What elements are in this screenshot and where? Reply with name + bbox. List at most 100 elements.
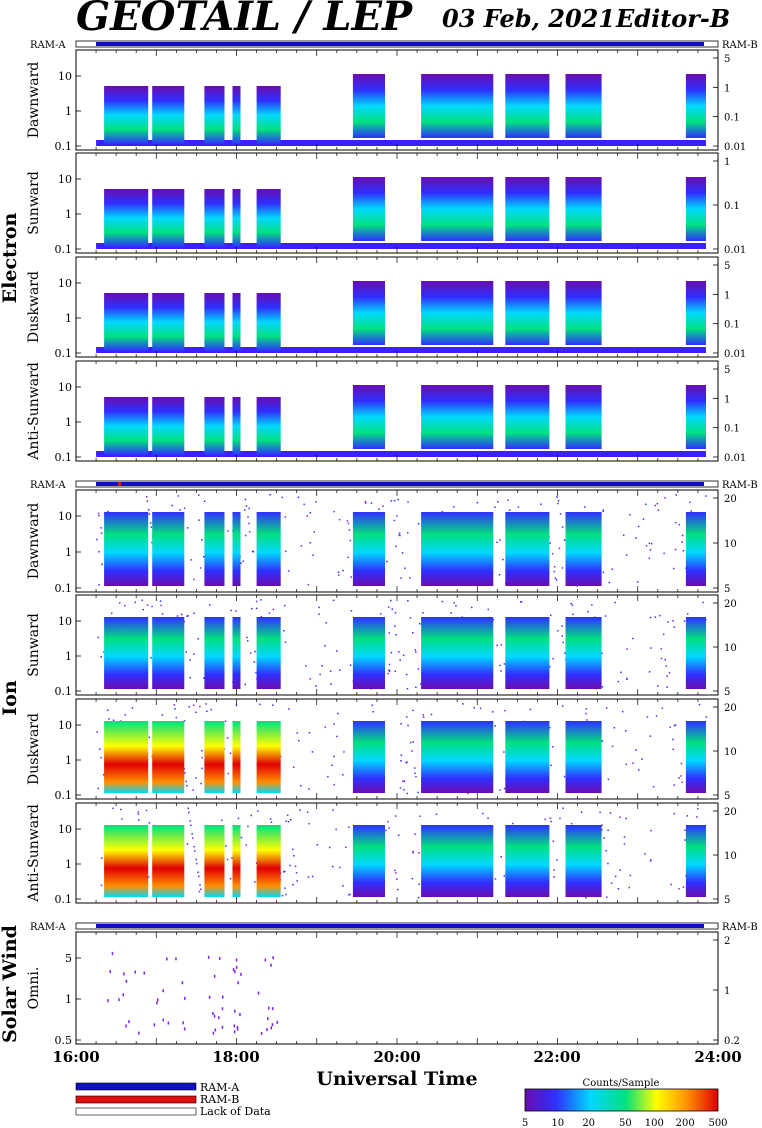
spectrogram-fill [540, 503, 542, 505]
spectrogram-fill [104, 721, 149, 793]
spectrogram-fill [632, 762, 634, 764]
spectrogram-fill [602, 509, 605, 511]
spectrogram-fill [473, 707, 475, 709]
spectrogram-fill [203, 556, 205, 558]
spectrogram-fill [550, 820, 552, 823]
spectrogram-fill [193, 612, 195, 614]
spectrogram-fill [104, 189, 149, 247]
spectrogram-fill [295, 872, 298, 874]
spectrogram-fill [641, 758, 643, 760]
spectrogram-fill [365, 502, 367, 504]
spectrogram-fill [613, 727, 616, 729]
spectrogram-fill [686, 613, 689, 615]
spectrogram-fill [185, 780, 187, 783]
spectrogram-fill [303, 503, 305, 506]
spectrogram-fill [549, 726, 551, 729]
spectrogram-fill [276, 1020, 278, 1024]
colorbar-tick-label: 10 [551, 1118, 564, 1128]
spectrogram-fill [503, 751, 505, 753]
spectrogram-fill [572, 613, 574, 616]
spectrogram-fill [218, 956, 221, 960]
spectrogram-fill [494, 506, 496, 508]
spectrogram-fill [504, 709, 506, 712]
spectrogram-fill [352, 721, 385, 793]
spectrogram-fill [400, 760, 402, 762]
spectrogram-fill [690, 510, 692, 512]
spectrogram-fill [685, 512, 706, 586]
spectrogram-fill [674, 724, 677, 726]
spectrogram-fill [622, 710, 624, 713]
spectrogram-fill [421, 385, 494, 449]
spectrogram-fill [255, 671, 257, 674]
spectrogram-fill [352, 177, 385, 241]
spectrogram-fill [232, 293, 241, 351]
spectrogram-fill [232, 512, 241, 586]
ram-a-label: RAM-A [30, 480, 66, 491]
spectrogram-fill [250, 814, 252, 817]
spectrogram-fill [176, 615, 179, 617]
y-tick-label: 5 [65, 952, 72, 965]
spectrogram-fill [638, 769, 640, 771]
spectrogram-fill [134, 601, 136, 604]
spectrogram-fill [503, 875, 505, 877]
spectrogram-fill [256, 86, 281, 144]
spectrogram-fill [609, 812, 612, 814]
spectrogram-fill [289, 864, 291, 867]
spectrogram-fill [235, 965, 238, 969]
spectrogram-fill [108, 718, 110, 720]
spectrogram-fill [146, 495, 148, 498]
y2-tick-label: 5 [724, 584, 730, 595]
spectrogram-fill [222, 995, 224, 999]
spectrogram-fill [625, 817, 627, 820]
spectrogram-fill [655, 715, 658, 717]
spectrogram-fill [654, 616, 657, 618]
spectrogram-fill [199, 705, 201, 708]
spectrogram-fill [455, 605, 457, 607]
panel-ion-sunward: 10 1 0.1 20 10 5 Sunward [26, 594, 737, 698]
y2-tick-label: 1 [724, 83, 730, 94]
spectrogram-fill [601, 824, 603, 826]
y-tick-label: 10 [58, 615, 72, 628]
spectrogram-fill [174, 708, 176, 710]
spectrogram-fill [349, 539, 352, 542]
spectrogram-fill [637, 581, 639, 583]
spectrogram-fill [200, 888, 202, 890]
panel-label: Sunward [26, 171, 42, 235]
spectrogram-fill [173, 704, 176, 706]
spectrogram-fill [705, 495, 707, 497]
spectrogram-fill [294, 865, 297, 868]
spectrogram-fill [255, 607, 258, 610]
spectrogram-fill [147, 509, 150, 511]
spectrogram-fill [497, 501, 499, 503]
spectrogram-fill [417, 523, 420, 525]
spectrogram-fill [167, 1021, 170, 1025]
spectrogram-fill [111, 612, 113, 615]
spectrogram-fill [505, 617, 550, 689]
spectrogram-fill [681, 534, 684, 537]
y-tick-label: 10 [58, 173, 72, 186]
spectrogram-fill [656, 502, 659, 505]
spectrogram-fill [393, 519, 396, 522]
spectrogram-fill [406, 687, 409, 690]
spectrogram-fill [476, 501, 479, 504]
spectrogram-fill [632, 637, 634, 640]
y-tick-label: 10 [58, 70, 72, 83]
spectrogram-fill [491, 711, 494, 713]
y2-tick-label: 10 [724, 747, 737, 758]
spectrogram-fill [499, 789, 501, 791]
spectrogram-fill [104, 397, 149, 455]
spectrogram-fill [378, 508, 380, 510]
ram-b-mark [118, 482, 121, 486]
spectrogram-fill [553, 876, 555, 878]
spectrogram-fill [138, 819, 140, 821]
y2-tick-label: 5 [724, 687, 730, 698]
spectrogram-fill [417, 668, 420, 670]
spectrogram-fill [409, 617, 412, 619]
spectrogram-fill [268, 1006, 270, 1010]
spectrogram-fill [394, 815, 397, 817]
spectrogram-fill [324, 645, 326, 647]
spectrogram-fill [328, 846, 331, 849]
spectrogram-fill [685, 177, 706, 241]
spectrogram-fill [561, 635, 563, 637]
spectrogram-fill [552, 840, 554, 842]
